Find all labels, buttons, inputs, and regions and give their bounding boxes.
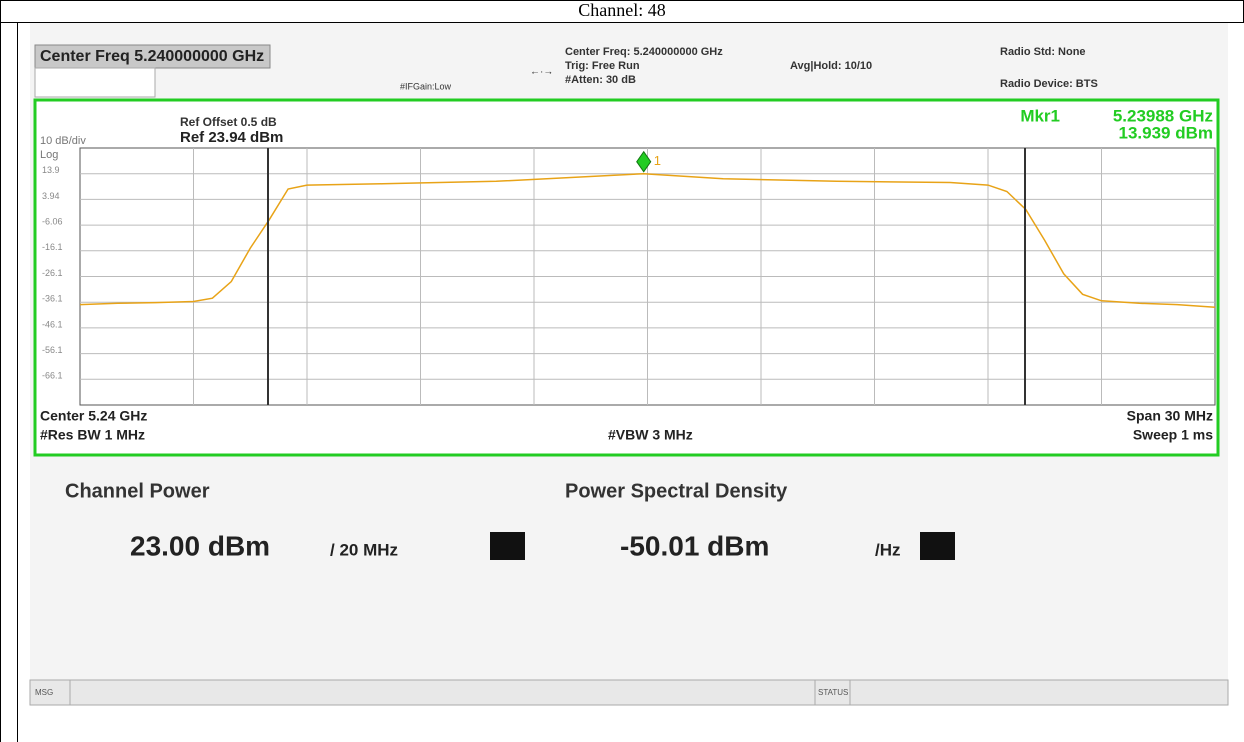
y-tick-label: 3.94 xyxy=(42,191,60,201)
y-tick-label: -16.1 xyxy=(42,242,63,252)
channel-power: 23.00 dBm xyxy=(130,530,270,561)
scale-type: Log xyxy=(40,149,58,161)
y-tick-label: -6.06 xyxy=(42,216,63,226)
marker-number: 1 xyxy=(654,153,661,168)
channel-power-label: Channel Power xyxy=(65,480,210,502)
marker xyxy=(636,150,652,173)
vbw: #VBW 3 MHz xyxy=(608,427,693,443)
y-tick-label: -36.1 xyxy=(42,294,63,304)
radio-std: Radio Std: None xyxy=(1000,46,1086,58)
if-gain: #IFGain:Low xyxy=(400,81,452,91)
ref-offset: Ref Offset 0.5 dB xyxy=(180,115,277,129)
y-tick-label: -56.1 xyxy=(42,345,63,355)
marker-level: 13.939 dBm xyxy=(1119,123,1214,142)
ref-level: Ref 23.94 dBm xyxy=(180,129,283,146)
msg: MSG xyxy=(35,688,53,697)
radio-device: Radio Device: BTS xyxy=(1000,78,1098,90)
res-bw: #Res BW 1 MHz xyxy=(40,427,145,443)
header-title: Channel: 48 xyxy=(578,0,666,20)
psd-unit: /Hz xyxy=(875,540,901,559)
psd-label: Power Spectral Density xyxy=(565,480,788,502)
marker-label: Mkr1 xyxy=(1020,106,1060,125)
atten: #Atten: 30 dB xyxy=(565,74,636,86)
trace xyxy=(79,172,1216,308)
status: STATUS xyxy=(818,688,848,697)
y-tick-label: -66.1 xyxy=(42,371,63,381)
scale: 10 dB/div xyxy=(40,135,86,147)
sweep: Sweep 1 ms xyxy=(1133,427,1213,443)
status-bar xyxy=(29,679,1229,706)
trig: Trig: Free Run xyxy=(565,60,640,72)
center-freq: Center Freq: 5.240000000 GHz xyxy=(565,46,723,58)
span: Span 30 MHz xyxy=(1127,408,1213,424)
input-box xyxy=(34,67,156,98)
marker-freq: 5.23988 GHz xyxy=(1113,106,1213,125)
arrow: ←·→ xyxy=(530,67,553,78)
indicator xyxy=(920,532,955,560)
y-tick-label: -26.1 xyxy=(42,268,63,278)
center-freq-box: Center Freq 5.240000000 GHz xyxy=(40,48,264,65)
channel-power-unit: / 20 MHz xyxy=(330,540,398,559)
center: Center 5.24 GHz xyxy=(40,408,147,424)
indicator xyxy=(490,532,525,560)
avg-hold: Avg|Hold: 10/10 xyxy=(790,60,872,72)
psd: -50.01 dBm xyxy=(620,530,769,561)
y-tick-label: -46.1 xyxy=(42,319,63,329)
y-tick-label: 13.9 xyxy=(42,165,60,175)
